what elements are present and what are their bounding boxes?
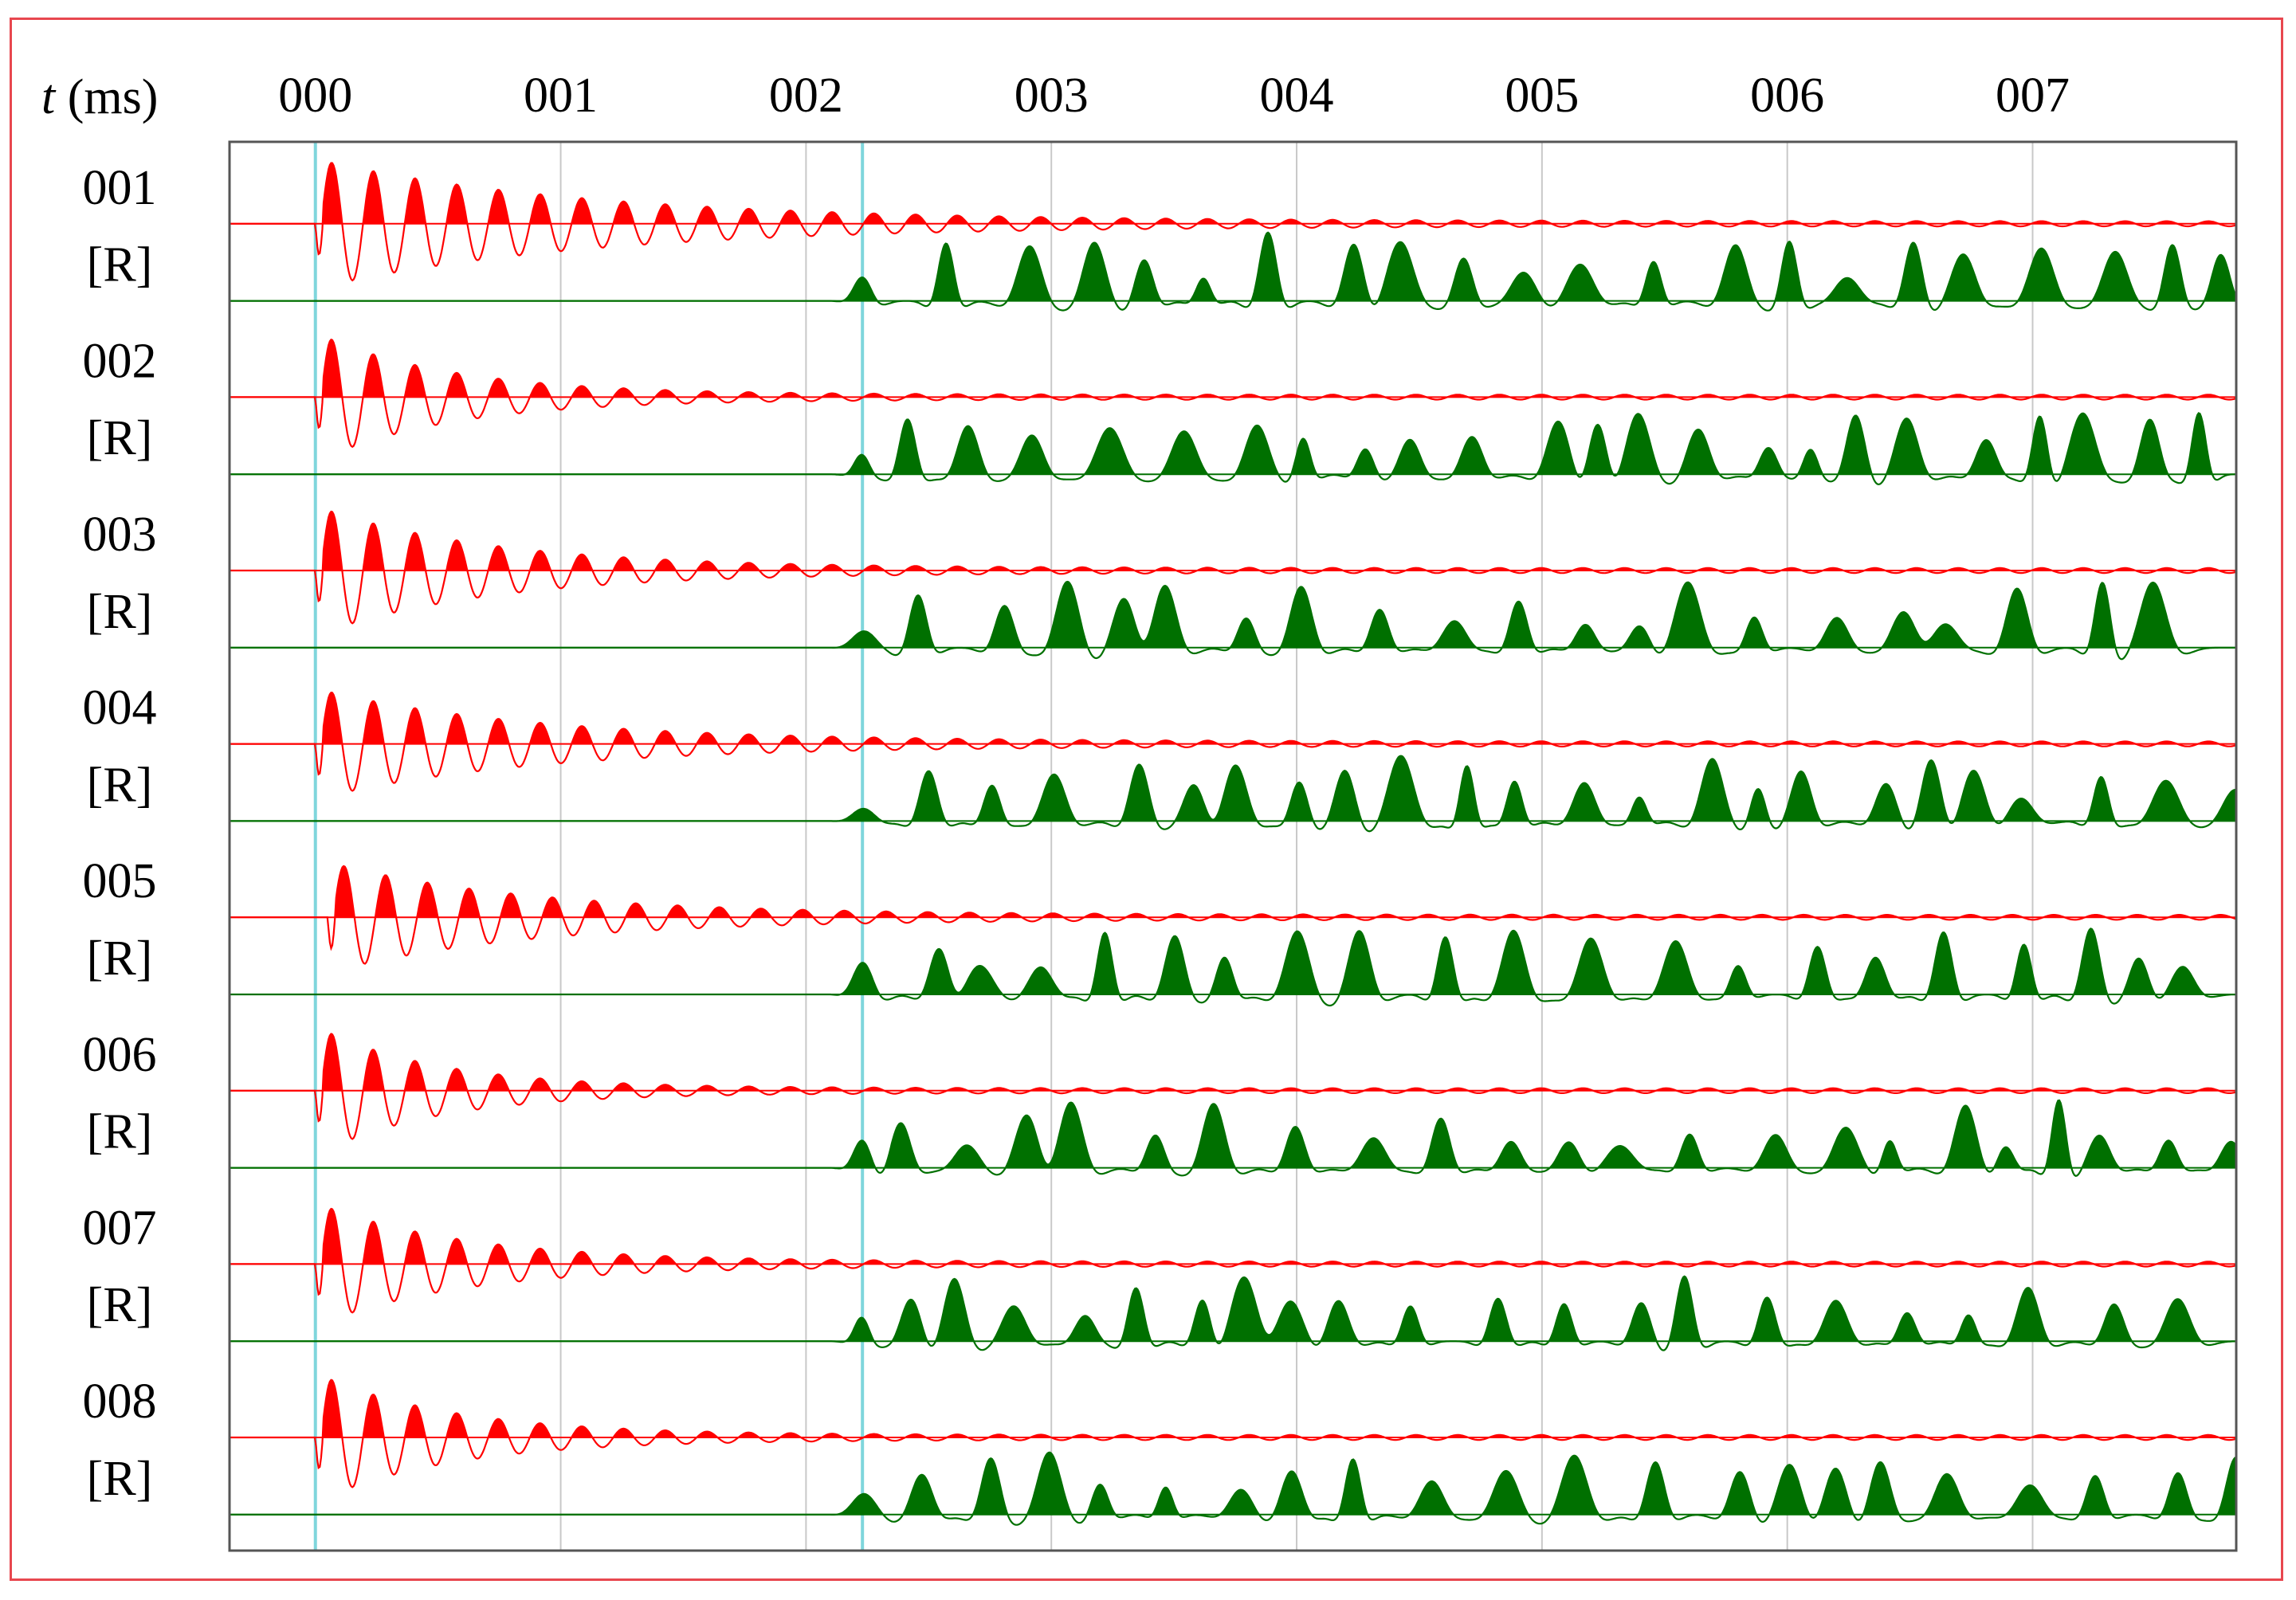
- plot-area: [228, 140, 2238, 1552]
- trace-fill-6: [230, 582, 2236, 648]
- x-axis-variable: t: [41, 70, 57, 124]
- trace-fill-16: [230, 1452, 2236, 1515]
- trace-label-4: [R]: [87, 411, 153, 465]
- trace-line-9: [230, 865, 2237, 965]
- x-tick-label-003: 003: [1015, 69, 1089, 123]
- x-tick-label-001: 001: [524, 69, 598, 123]
- trace-label-15: 008: [83, 1375, 157, 1429]
- trace-label-13: 007: [83, 1201, 157, 1255]
- trace-fill-15: [230, 1379, 2236, 1437]
- trace-fill-8: [230, 755, 2236, 822]
- trace-fill-13: [230, 1209, 2236, 1265]
- trace-label-1: 001: [83, 161, 157, 215]
- trace-label-2: [R]: [87, 238, 153, 292]
- trace-label-6: [R]: [87, 585, 153, 639]
- trace-fill-10: [230, 928, 2236, 994]
- trace-line-13: [230, 1207, 2237, 1314]
- trace-fill-7: [230, 692, 2236, 744]
- trace-label-5: 003: [83, 508, 157, 562]
- trace-fill-1: [230, 163, 2236, 224]
- trace-fill-9: [230, 865, 2236, 918]
- trace-line-2: [230, 231, 2238, 312]
- trace-line-12: [230, 1099, 2237, 1177]
- trace-label-7: 004: [83, 681, 157, 735]
- x-axis-label: t (ms): [41, 70, 158, 124]
- x-tick-label-007: 007: [1996, 69, 2070, 123]
- trace-label-9: 005: [83, 854, 157, 908]
- trace-line-1: [230, 162, 2237, 282]
- trace-fill-2: [230, 232, 2236, 301]
- trace-fill-3: [230, 339, 2236, 398]
- trace-fill-12: [230, 1100, 2236, 1168]
- trace-label-14: [R]: [87, 1278, 153, 1332]
- trace-fill-11: [230, 1033, 2236, 1091]
- trace-label-3: 002: [83, 334, 157, 388]
- trace-line-3: [230, 338, 2237, 449]
- x-tick-label-002: 002: [769, 69, 843, 123]
- figure-frame: [10, 18, 2283, 1581]
- trace-fill-4: [230, 413, 2236, 475]
- trace-fill-5: [230, 512, 2236, 571]
- trace-line-7: [230, 692, 2237, 792]
- trace-fill-14: [230, 1276, 2236, 1342]
- trace-label-10: [R]: [87, 931, 153, 986]
- trace-line-11: [230, 1033, 2237, 1140]
- trace-line-5: [230, 510, 2237, 625]
- x-axis-unit: (ms): [55, 70, 158, 124]
- x-tick-label-004: 004: [1260, 69, 1334, 123]
- x-tick-label-000: 000: [278, 69, 352, 123]
- trace-label-8: [R]: [87, 758, 153, 812]
- trace-label-12: [R]: [87, 1105, 153, 1159]
- trace-line-15: [230, 1378, 2237, 1488]
- x-tick-label-006: 006: [1750, 69, 1824, 123]
- trace-label-16: [R]: [87, 1452, 153, 1506]
- x-tick-label-005: 005: [1505, 69, 1579, 123]
- trace-label-11: 006: [83, 1028, 157, 1082]
